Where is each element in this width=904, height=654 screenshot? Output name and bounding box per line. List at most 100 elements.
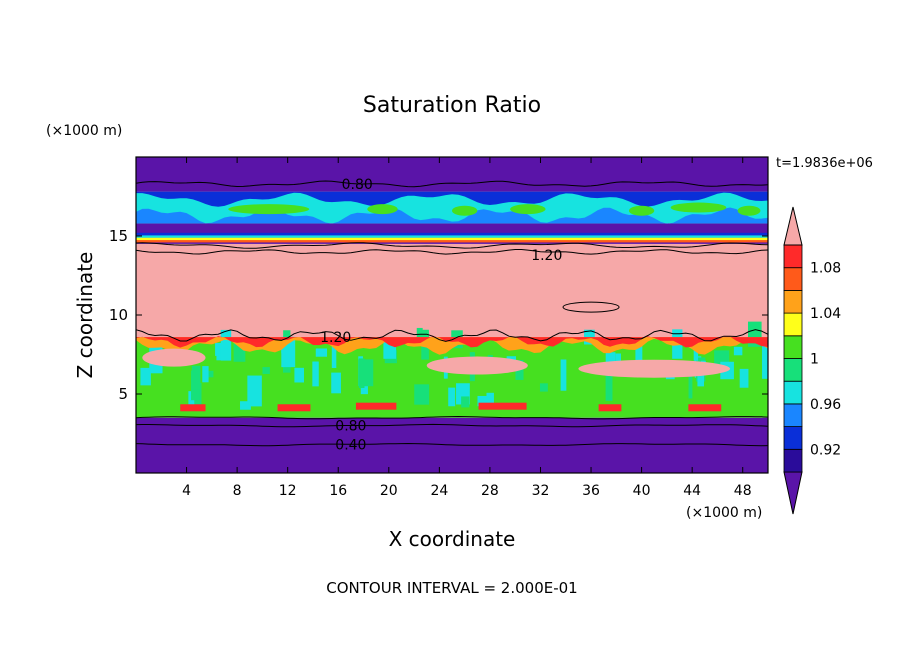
turbulence-cell <box>697 373 705 387</box>
contour-label: 0.80 <box>342 177 373 193</box>
turbulence-cell <box>202 366 209 383</box>
transition-stripe <box>136 239 768 243</box>
upper-cloud-blob <box>737 205 761 216</box>
y-axis: 5 10 15 <box>109 227 768 403</box>
pink-intrusion <box>142 348 206 367</box>
turbulence-cell <box>315 348 328 357</box>
surface-blob <box>277 404 311 412</box>
colorbar-segment <box>783 244 803 269</box>
turbulence-cell <box>461 396 470 408</box>
turbulence-cell <box>693 345 699 361</box>
upper-cloud-blob <box>228 204 310 215</box>
x-tick-label: 12 <box>279 483 297 499</box>
x-tick-label: 40 <box>633 483 651 499</box>
plot-area <box>136 157 768 473</box>
surface-blob <box>478 402 527 410</box>
contour-line <box>136 180 768 188</box>
contour-interval-footer: CONTOUR INTERVAL = 2.000E-01 <box>326 579 577 597</box>
warm-boundary-red <box>136 336 768 348</box>
transition-stripe <box>136 235 768 238</box>
x-unit-label: (×1000 m) <box>686 505 762 521</box>
x-tick-label: 36 <box>582 483 600 499</box>
x-axis: 4 8 12 16 20 24 28 32 36 40 44 48 <box>182 157 752 499</box>
turbulence-cell <box>416 327 423 345</box>
contour-line <box>136 415 768 420</box>
colorbar-segment <box>783 312 803 337</box>
upper-cloud-blob <box>628 205 655 216</box>
turbulence-cell <box>312 361 319 387</box>
turbulence-cell <box>414 384 430 405</box>
y-tick-label: 5 <box>118 385 128 403</box>
contour-label: 1.20 <box>531 248 562 264</box>
contour-line <box>136 329 768 342</box>
x-tick-label: 8 <box>233 483 242 499</box>
transition-stripe <box>136 232 768 236</box>
upper-cloud-blob <box>510 204 546 215</box>
turbulence-cell <box>331 372 341 394</box>
turbulence-cell <box>762 357 768 379</box>
upper-cloud-blob <box>670 202 727 213</box>
turbulence-cell <box>358 359 374 387</box>
colorbar-segment <box>783 448 803 473</box>
colorbar-label: 0.92 <box>810 442 841 458</box>
surface-blob <box>180 404 206 412</box>
y-axis-label: Z coordinate <box>73 252 97 379</box>
pink-intrusion <box>426 356 528 375</box>
x-tick-label: 16 <box>329 483 347 499</box>
contour-label: 0.80 <box>335 419 366 435</box>
contour-line <box>136 423 768 428</box>
x-tick-label: 4 <box>182 483 191 499</box>
saturation-layer <box>136 157 768 192</box>
colorbar-arrow-high <box>783 206 803 246</box>
x-tick-label: 28 <box>481 483 499 499</box>
turbulence-cell <box>539 383 548 392</box>
upper-band-dark <box>136 191 768 207</box>
colorbar-label: 1.08 <box>810 261 841 277</box>
turbulence-cell <box>584 329 595 345</box>
turbulence-cell <box>615 353 621 366</box>
turbulence-cell <box>477 395 487 407</box>
surface-blob <box>355 402 397 410</box>
turbulence-cell <box>240 401 251 410</box>
colorbar-arrow-low <box>783 471 803 515</box>
turbulence-cell <box>204 370 214 378</box>
turbulence-cell <box>385 338 392 354</box>
turbulence-cell <box>294 367 304 383</box>
turbulence-cell <box>688 370 693 399</box>
x-tick-label: 32 <box>532 483 550 499</box>
contour-line <box>136 242 768 249</box>
y-unit-label: (×1000 m) <box>46 123 122 139</box>
y-tick-label: 15 <box>109 227 128 245</box>
turbulence-cell <box>448 387 456 407</box>
turbulence-cell <box>733 346 743 356</box>
x-axis-label: X coordinate <box>389 527 516 551</box>
chart-title: Saturation Ratio <box>363 93 541 118</box>
contour-line <box>562 301 620 313</box>
turbulence-cell <box>331 345 337 368</box>
x-tick-label: 20 <box>380 483 398 499</box>
x-tick-label: 44 <box>683 483 701 499</box>
turbulence-cell <box>635 340 643 362</box>
colorbar-segment <box>783 267 803 291</box>
x-tick-label: 48 <box>734 483 752 499</box>
turbulence-cell <box>560 359 567 391</box>
colorbar-segment <box>783 380 803 405</box>
colorbar-label: 1 <box>810 352 819 368</box>
turbulence-cell <box>486 392 494 409</box>
colorbar-segment <box>783 403 803 427</box>
colorbar-label: 1.04 <box>810 306 841 322</box>
saturation-layer <box>136 243 768 339</box>
surface-blob <box>598 404 622 412</box>
y-tick-label: 10 <box>109 306 128 324</box>
upper-cloud-blob <box>452 205 478 216</box>
colorbar: 0.92 0.96 1 1.04 1.08 <box>783 206 841 515</box>
colorbar-segment <box>783 289 803 314</box>
turbulence-cell <box>191 365 201 390</box>
turbulence-cell <box>262 367 270 374</box>
contour-labels: 0.80 1.20 1.20 0.80 0.40 <box>320 177 562 454</box>
turbulence-cell <box>233 338 246 362</box>
contour-line <box>136 442 768 447</box>
upper-band-blue <box>136 207 768 224</box>
turbulence-cell <box>605 375 613 401</box>
colorbar-label: 0.96 <box>810 397 841 413</box>
